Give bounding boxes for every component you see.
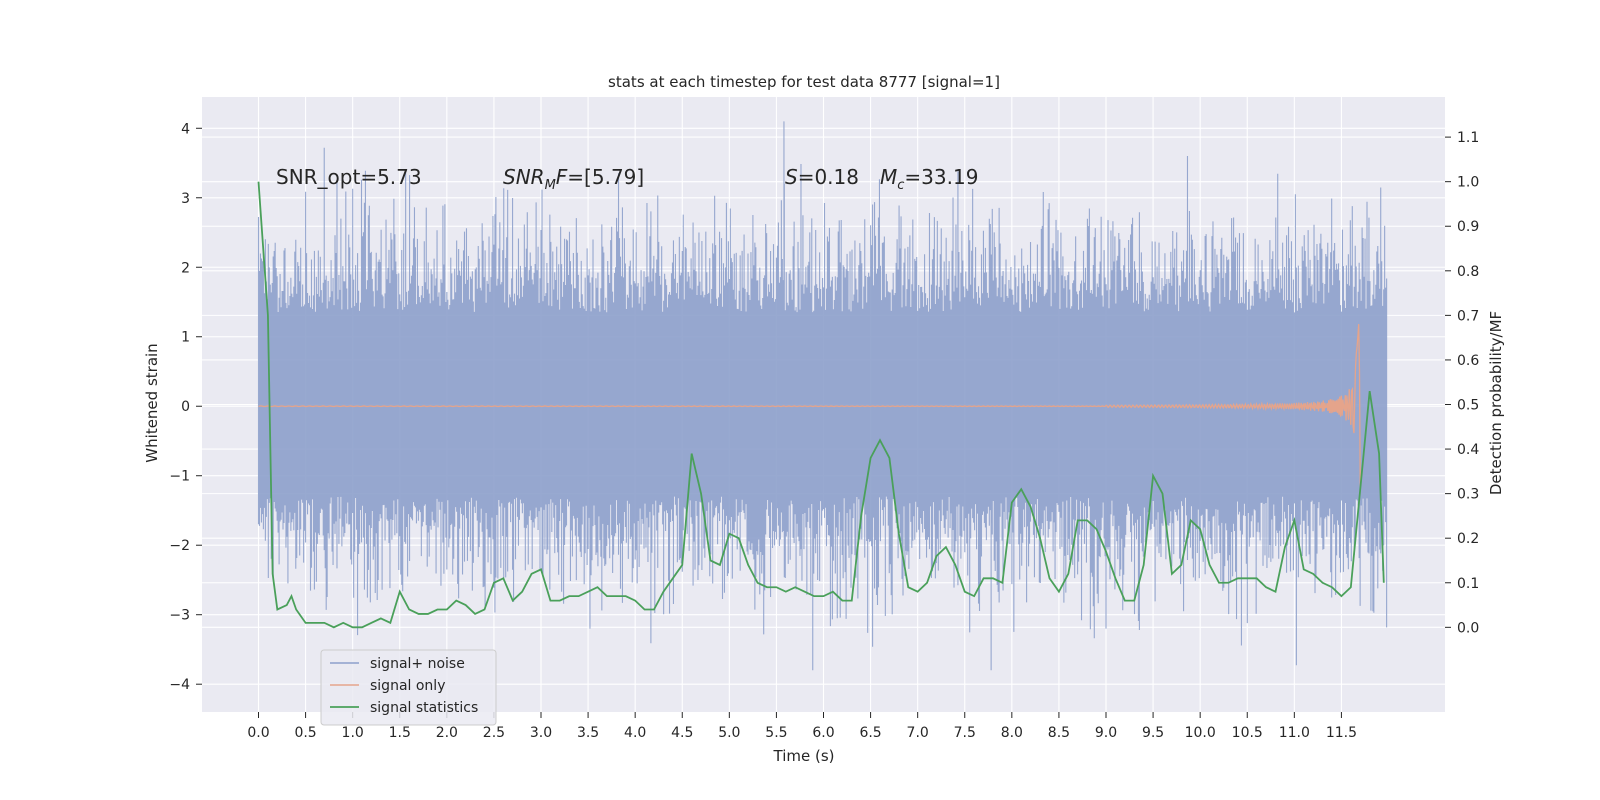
x-tick-label: 6.5 [859, 725, 881, 741]
legend-box [320, 649, 497, 726]
x-tick-label: 4.5 [671, 725, 693, 741]
chart-title: stats at each timestep for test data 877… [608, 73, 1000, 91]
y-right-tick-label: 0.7 [1457, 308, 1479, 324]
y-axis-right-label: Detection probability/MF [1487, 311, 1505, 495]
y-left-tick-label: 0 [181, 399, 190, 415]
y-left-tick-label: 4 [181, 121, 190, 137]
y-left-tick-label: −4 [169, 677, 190, 693]
x-tick-label: 7.0 [907, 725, 929, 741]
y-left-tick-label: 1 [181, 330, 190, 346]
x-tick-label: 8.0 [1001, 725, 1023, 741]
x-tick-label: 11.0 [1279, 725, 1310, 741]
x-tick-label: 1.0 [342, 725, 364, 741]
x-tick-label: 0.5 [294, 725, 316, 741]
y-left-tick-label: −3 [169, 608, 190, 624]
x-tick-label: 1.5 [389, 725, 411, 741]
y-right-tick-label: 0.2 [1457, 531, 1479, 547]
x-tick-label: 10.0 [1185, 725, 1216, 741]
x-tick-label: 3.5 [577, 725, 599, 741]
annotation-s: S=0.18 [785, 165, 859, 189]
x-tick-label: 4.0 [624, 725, 646, 741]
y-right-tick-label: 1.0 [1457, 175, 1479, 191]
y-left-tick-label: 3 [181, 191, 190, 207]
annotation-snr-opt: SNR_opt=5.73 [276, 165, 422, 189]
annotation-snr-mf: SNRMF=[5.79] [503, 165, 644, 193]
x-tick-label: 0.0 [247, 725, 269, 741]
x-tick-label: 3.0 [530, 725, 552, 741]
y-left-tick-label: 2 [181, 260, 190, 276]
y-axis-right: 1.1 1.0 0.9 0.8 0.7 0.6 0.5 0.4 0.3 0.2 0.1 0.0 [1445, 130, 1479, 636]
y-right-tick-label: 0.3 [1457, 487, 1479, 503]
legend-signal-label: signal only [370, 678, 445, 694]
y-right-tick-label: 1.1 [1457, 130, 1479, 146]
x-tick-label: 2.0 [436, 725, 458, 741]
annotation-mc: Mc=33.19 [880, 165, 978, 193]
legend: signal+ noise signal only signal statist… [320, 649, 497, 726]
x-tick-label: 9.5 [1142, 725, 1164, 741]
x-tick-label: 10.5 [1232, 725, 1263, 741]
x-tick-label: 9.0 [1095, 725, 1117, 741]
y-axis-left-label: Whitened strain [143, 343, 161, 462]
x-tick-label: 5.5 [765, 725, 787, 741]
y-right-tick-label: 0.1 [1457, 576, 1479, 592]
x-tick-label: 5.0 [718, 725, 740, 741]
y-right-tick-label: 0.8 [1457, 264, 1479, 280]
x-tick-label: 6.0 [812, 725, 834, 741]
y-right-tick-label: 0.5 [1457, 398, 1479, 414]
x-tick-label: 11.5 [1326, 725, 1357, 741]
y-right-tick-label: 0.6 [1457, 353, 1479, 369]
y-left-tick-label: −2 [169, 538, 190, 554]
x-tick-label: 8.5 [1048, 725, 1070, 741]
x-tick-label: 7.5 [954, 725, 976, 741]
y-axis-left: 4 3 2 1 0 −1 −2 −3 −4 [169, 121, 202, 693]
x-axis-label: Time (s) [773, 747, 835, 765]
y-right-tick-label: 0.9 [1457, 219, 1479, 235]
legend-stats-label: signal statistics [370, 700, 478, 716]
x-tick-label: 2.5 [483, 725, 505, 741]
y-right-tick-label: 0.0 [1457, 620, 1479, 636]
signal-statistics-line [257, 181, 1385, 629]
y-left-tick-label: −1 [169, 469, 190, 485]
legend-noise-label: signal+ noise [370, 656, 465, 672]
y-right-tick-label: 0.4 [1457, 442, 1479, 458]
signal-only-line [258, 324, 1361, 489]
x-axis: 0.0 0.5 1.0 1.5 2.0 2.5 3.0 3.5 4.0 4.5 5.0 5.5 6.0 6… [247, 712, 1357, 741]
